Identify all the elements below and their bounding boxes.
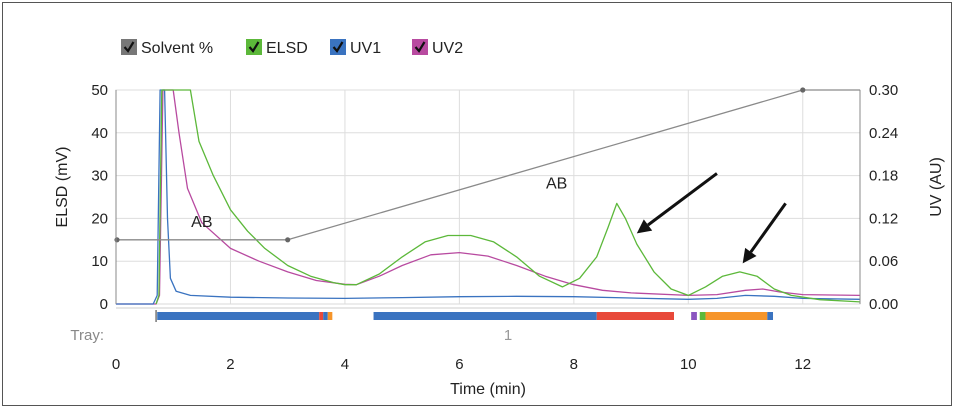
legend-label: UV1 bbox=[350, 40, 381, 57]
y-tick-label-right: 0.24 bbox=[869, 125, 898, 142]
peak-annotation: AB bbox=[546, 175, 567, 192]
solvent-point bbox=[800, 87, 806, 93]
tray-label: Tray: bbox=[70, 327, 104, 344]
check-icon bbox=[248, 41, 260, 53]
arrow-head bbox=[636, 219, 653, 234]
y-tick-label-left: 30 bbox=[91, 168, 108, 185]
chromatogram-chart: Solvent % ELSD UV1 UV2 010203040500.000.060… bbox=[54, 39, 945, 398]
legend-checkbox bbox=[330, 39, 346, 55]
check-icon bbox=[414, 41, 426, 53]
legend-label: Solvent % bbox=[141, 40, 213, 57]
check-icon bbox=[332, 41, 344, 53]
legend-item-elsd[interactable]: ELSD bbox=[246, 39, 308, 57]
y-tick-label-right: 0.18 bbox=[869, 168, 898, 185]
legend-checkbox bbox=[412, 39, 428, 55]
peak-annotation: AB bbox=[191, 214, 212, 231]
y-tick-label-left: 0 bbox=[100, 296, 108, 313]
x-tick-label: 8 bbox=[570, 356, 578, 373]
x-tick-label: 0 bbox=[112, 356, 120, 373]
arrow-head bbox=[742, 247, 757, 264]
y-tick-label-left: 40 bbox=[91, 125, 108, 142]
chart-frame: Solvent % ELSD UV1 UV2 0 10 20 30 40 50 0.00 0.06 0… bbox=[2, 2, 952, 406]
plot-area bbox=[115, 89, 861, 305]
y-tick-label-left: 10 bbox=[91, 253, 108, 270]
tray-segment bbox=[323, 312, 328, 320]
arrow-line bbox=[647, 172, 718, 227]
tray-segment bbox=[319, 312, 324, 320]
tray-segment bbox=[596, 312, 674, 320]
x-tick-label: 2 bbox=[226, 356, 234, 373]
tray-segment bbox=[373, 312, 597, 320]
y-axis-label-left: ELSD (mV) bbox=[54, 147, 71, 228]
x-tick-label: 6 bbox=[455, 356, 463, 373]
y-tick-label-left: 50 bbox=[91, 82, 108, 99]
tray-segment bbox=[767, 312, 774, 320]
tray-segment bbox=[157, 312, 320, 320]
legend: Solvent % ELSD UV1 UV2 bbox=[121, 39, 463, 57]
legend-label: ELSD bbox=[266, 40, 308, 57]
y-tick-label-left: 20 bbox=[91, 210, 108, 227]
y-tick-label-right: 0.12 bbox=[869, 210, 898, 227]
tray-segment bbox=[705, 312, 768, 320]
y-tick-label-right: 0.06 bbox=[869, 253, 898, 270]
y-axis-label-right: UV (AU) bbox=[928, 157, 945, 217]
legend-checkbox bbox=[246, 39, 262, 55]
x-tick-label: 4 bbox=[341, 356, 349, 373]
legend-item-uv1[interactable]: UV1 bbox=[330, 39, 381, 57]
x-axis-label: Time (min) bbox=[450, 381, 526, 398]
tray-segment bbox=[327, 312, 333, 320]
tray-segment bbox=[699, 312, 706, 320]
annotations: AB AB bbox=[191, 172, 787, 264]
y-tick-label-right: 0.00 bbox=[869, 296, 898, 313]
legend-item-solvent-[interactable]: Solvent % bbox=[121, 39, 213, 57]
legend-label: UV2 bbox=[432, 40, 463, 57]
tray-segment bbox=[691, 312, 697, 320]
tray-number: 1 bbox=[504, 327, 512, 344]
y-tick-label-right: 0.30 bbox=[869, 82, 898, 99]
legend-checkbox bbox=[121, 39, 137, 55]
x-tick-label: 10 bbox=[680, 356, 697, 373]
series-line-solvent- bbox=[116, 89, 860, 241]
legend-item-uv2[interactable]: UV2 bbox=[412, 39, 463, 57]
x-tick-label: 12 bbox=[794, 356, 811, 373]
solvent-point bbox=[285, 237, 291, 243]
grid bbox=[115, 89, 861, 305]
check-icon bbox=[123, 41, 135, 53]
arrow-line bbox=[749, 202, 787, 253]
solvent-point bbox=[114, 237, 120, 243]
series-line-uv2 bbox=[116, 89, 861, 305]
axes: 0 10 20 30 40 50 0.00 0.06 0.12 0.18 0.24 0.30 0 2 4 6 8… bbox=[54, 82, 945, 398]
tray-bar: Tray: 1 bbox=[70, 307, 860, 344]
series-line-elsd bbox=[155, 89, 861, 305]
